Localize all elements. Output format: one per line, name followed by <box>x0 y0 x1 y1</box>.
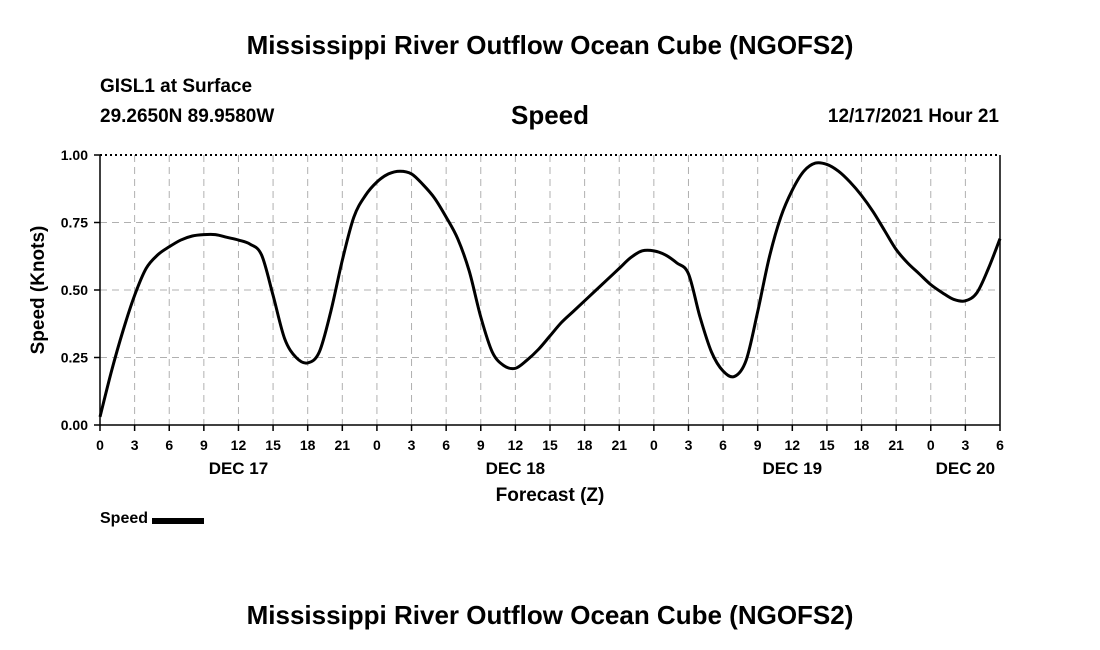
chart-title-top: Mississippi River Outflow Ocean Cube (NG… <box>246 30 854 60</box>
legend-swatch <box>152 518 205 524</box>
station-label: GISL1 at Surface <box>100 76 253 97</box>
y-tick-label: 0.75 <box>61 215 88 231</box>
x-tick-label: 15 <box>542 437 558 453</box>
datetime-label: 12/17/2021 Hour 21 <box>827 106 999 127</box>
speed-series-line <box>98 161 1002 418</box>
x-tick-label: 9 <box>200 437 208 453</box>
x-tick-label: 21 <box>611 437 627 453</box>
x-day-label: DEC 18 <box>486 459 546 478</box>
x-day-label: DEC 19 <box>763 459 823 478</box>
x-tick-label: 0 <box>927 437 935 453</box>
x-tick-label: 0 <box>373 437 381 453</box>
x-tick-label: 15 <box>265 437 281 453</box>
x-tick-label: 6 <box>996 437 1004 453</box>
legend-label: Speed <box>100 510 149 527</box>
x-tick-label: 6 <box>719 437 727 453</box>
x-tick-label: 3 <box>961 437 969 453</box>
x-axis-label: Forecast (Z) <box>496 485 605 506</box>
legend: Speed <box>100 510 205 528</box>
x-tick-label: 3 <box>685 437 693 453</box>
x-tick-label: 12 <box>785 437 801 453</box>
y-tick-label: 0.00 <box>61 417 88 433</box>
y-tick-label: 1.00 <box>61 147 88 163</box>
y-tick-label: 0.25 <box>61 350 88 366</box>
x-tick-label: 12 <box>231 437 247 453</box>
x-tick-label: 6 <box>165 437 173 453</box>
x-tick-label: 0 <box>96 437 104 453</box>
x-tick-label: 15 <box>819 437 835 453</box>
chart-subtitle: Speed <box>510 100 590 130</box>
coordinates-label: 29.2650N 89.9580W <box>100 106 275 127</box>
x-tick-label: 18 <box>300 437 316 453</box>
y-axis-label: Speed (Knots) <box>28 226 49 355</box>
x-day-label: DEC 20 <box>936 459 996 478</box>
x-tick-label: 3 <box>408 437 416 453</box>
x-tick-label: 21 <box>335 437 351 453</box>
x-tick-label: 9 <box>477 437 485 453</box>
y-tick-label: 0.50 <box>61 282 88 298</box>
x-tick-label: 9 <box>754 437 762 453</box>
x-tick-label: 6 <box>442 437 450 453</box>
chart-title-bottom: Mississippi River Outflow Ocean Cube (NG… <box>246 600 854 630</box>
x-tick-label: 18 <box>577 437 593 453</box>
x-tick-label: 12 <box>508 437 524 453</box>
x-tick-label: 3 <box>131 437 139 453</box>
x-tick-label: 21 <box>888 437 904 453</box>
x-day-label: DEC 17 <box>209 459 269 478</box>
x-tick-label: 18 <box>854 437 870 453</box>
x-tick-label: 0 <box>650 437 658 453</box>
